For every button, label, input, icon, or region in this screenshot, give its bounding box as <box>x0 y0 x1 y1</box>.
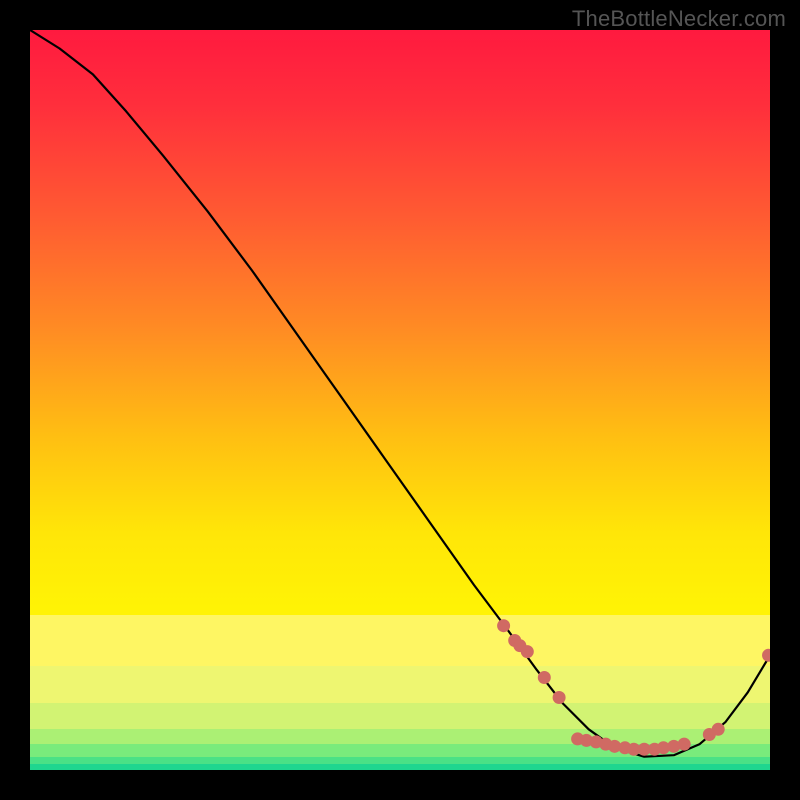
data-point <box>521 645 534 658</box>
data-point <box>553 691 566 704</box>
data-point <box>678 738 691 751</box>
chart-canvas: TheBottleNecker.com <box>0 0 800 800</box>
data-point <box>538 671 551 684</box>
chart-svg <box>30 30 770 770</box>
bottleneck-curve <box>30 30 770 757</box>
watermark-text: TheBottleNecker.com <box>572 6 786 32</box>
data-point <box>712 723 725 736</box>
data-point <box>762 649 770 662</box>
data-point <box>497 619 510 632</box>
plot-area <box>30 30 770 770</box>
